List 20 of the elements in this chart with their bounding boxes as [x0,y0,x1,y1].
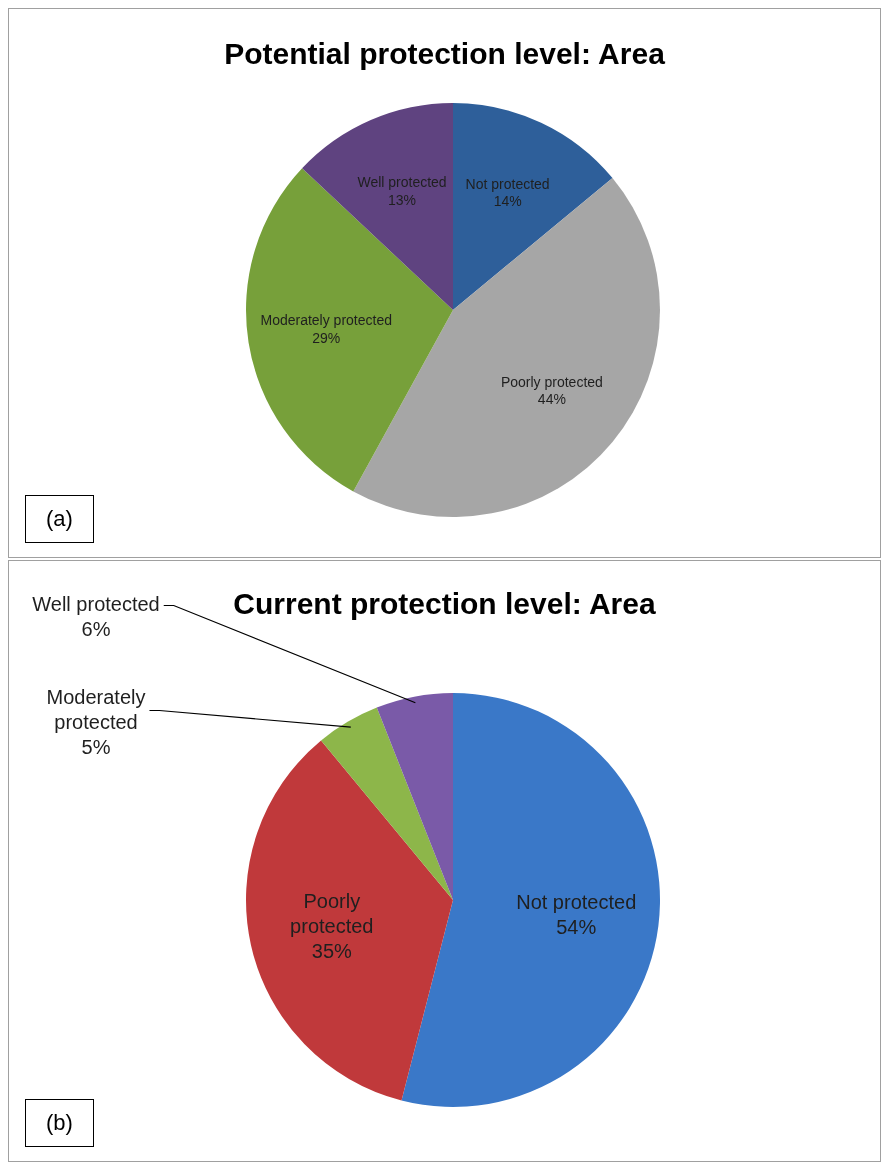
slice-label: Well protected [357,174,447,191]
slice-label: Not protected [465,175,550,192]
data-label: 35% [311,939,353,962]
data-label: 29% [312,329,341,346]
slice-label: Poorly protected [500,373,603,390]
slice-label: Moderately protected [260,312,393,329]
slice-label: Not protected [516,890,637,913]
data-label: 14% [493,193,522,210]
text: (b) [25,1099,94,1147]
text: (a) [25,495,94,543]
chart-title: Potential protection level: Area [223,37,666,71]
data-label: 44% [537,391,566,408]
chart-title: Current protection level: Area [233,587,656,620]
slice-label: Well protected [32,593,160,616]
data-label: 54% [556,915,597,938]
slice-label: Moderately protected [46,685,146,733]
data-label: 13% [388,191,417,208]
slice-label: Poorly protected [290,889,374,937]
data-label: 5% [81,735,111,758]
data-label: 6% [81,618,111,641]
